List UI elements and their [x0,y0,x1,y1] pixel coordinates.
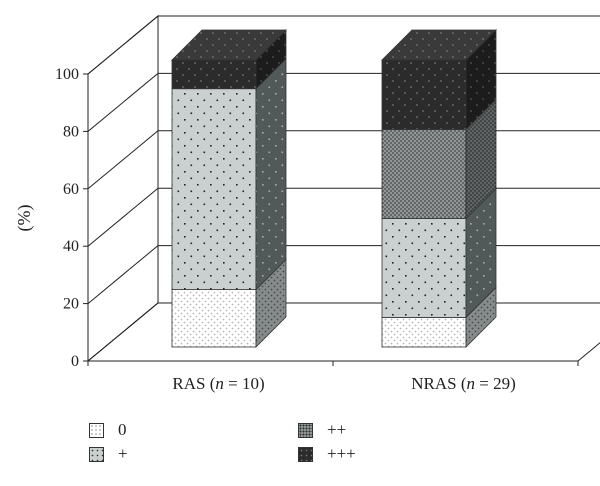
x-tick-label-1: NRAS (n = 29) [411,374,516,393]
bars [171,29,497,348]
y-tick-label: 20 [63,296,79,313]
y-axis: 0 20 40 60 80 100 [55,66,579,370]
legend-item-1: + [89,444,128,464]
x-axis-labels: RAS (n = 10) NRAS (n = 29) [172,374,515,393]
legend-item-2: ++ [298,420,346,440]
bar-segment-0 [381,317,467,348]
legend-label-3: +++ [327,444,356,463]
y-axis-label: (%) [14,205,35,232]
legend-label-0: 0 [118,420,127,439]
bar-top [381,29,497,61]
legend-swatch-3 [298,446,313,462]
bar-segment-+ [171,88,257,290]
y-tick-label: 100 [55,66,79,83]
y-tick-label: 0 [71,353,79,370]
legend-label-2: ++ [327,420,347,439]
bar-top [171,29,287,61]
gridline [87,15,600,75]
legend-label-1: + [118,444,128,463]
floor [86,302,600,362]
legend-item-0: 0 [89,420,127,440]
legend-swatch-0 [89,422,104,438]
legend-swatch-2 [298,422,313,438]
legend-swatch-1 [89,446,104,462]
bar-segment-0 [171,289,257,348]
bar-segment-+++ [171,59,257,90]
legend-item-3: +++ [298,444,356,464]
bar-side-+ [255,57,287,291]
bar-segment-++ [381,129,467,219]
y-tick-label: 60 [63,181,79,198]
y-tick-label: 40 [63,238,79,255]
bar-segment-+++ [381,59,467,130]
side-wall [87,14,159,363]
y-tick-label: 80 [63,123,79,140]
bar-segment-+ [381,218,467,318]
x-tick-label-0: RAS (n = 10) [172,374,264,393]
